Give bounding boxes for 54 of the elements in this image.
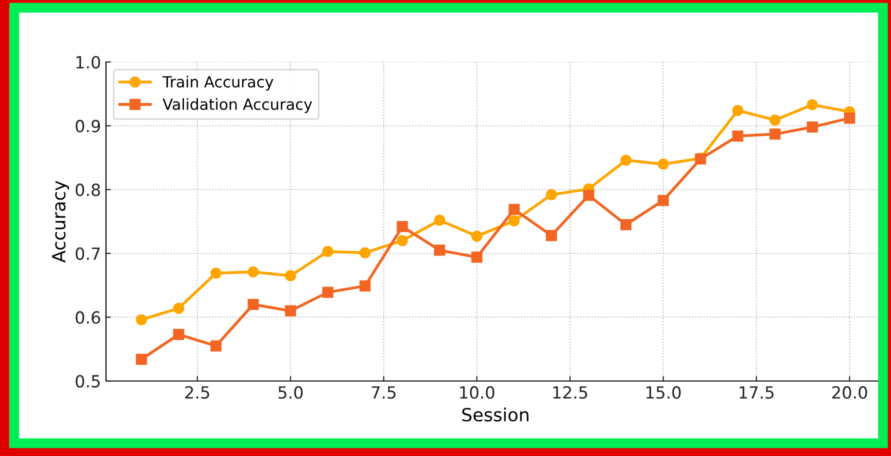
x-axis-title: Session	[462, 408, 528, 422]
y-axis-title: Accuracy	[52, 180, 70, 263]
legend-label: Train Accuracy	[162, 76, 274, 91]
point	[434, 214, 446, 226]
point	[508, 204, 520, 215]
y-tick-label: 0.5	[76, 374, 100, 388]
x-tick-label: 7.5	[372, 386, 396, 399]
point	[769, 128, 781, 140]
y-tick-label: 0.7	[76, 247, 100, 260]
point	[434, 244, 446, 256]
x-tick-label: 17.5	[740, 386, 774, 399]
point	[136, 314, 147, 326]
x-tick-label: 5.0	[278, 386, 303, 399]
point	[210, 340, 222, 352]
y-tick-label: 0.8	[76, 184, 100, 196]
y-tick-label: 0.9	[76, 120, 100, 132]
point	[322, 286, 334, 298]
point	[359, 247, 371, 258]
point	[620, 154, 632, 166]
point	[508, 215, 520, 226]
point	[806, 99, 818, 110]
point	[583, 190, 594, 201]
point	[396, 221, 408, 232]
point	[173, 302, 184, 314]
point	[658, 194, 669, 206]
point	[396, 235, 408, 246]
point	[546, 230, 557, 242]
point	[173, 328, 184, 340]
point	[284, 270, 296, 282]
point	[658, 158, 669, 170]
legend-label: Validation Accuracy	[162, 98, 312, 113]
point	[844, 112, 856, 124]
point	[471, 230, 482, 242]
point	[769, 114, 781, 126]
point	[546, 189, 557, 200]
point	[284, 305, 296, 316]
point	[732, 104, 744, 116]
y-tick-label: 0.6	[76, 311, 100, 324]
x-tick-label: 10.0	[460, 386, 494, 399]
point	[359, 280, 371, 292]
x-tick-label: 2.5	[185, 386, 210, 399]
x-tick-label: 15.0	[646, 386, 681, 399]
point	[248, 298, 259, 310]
x-tick-label: 12.5	[553, 386, 588, 399]
point	[806, 122, 818, 133]
y-tick-label: 1.0	[76, 56, 100, 69]
point	[620, 219, 632, 230]
x-tick-label: 20.0	[832, 386, 868, 399]
point	[136, 354, 147, 365]
point	[732, 130, 744, 142]
point	[471, 252, 482, 263]
point	[248, 266, 259, 278]
point	[322, 246, 334, 258]
point	[210, 268, 222, 279]
